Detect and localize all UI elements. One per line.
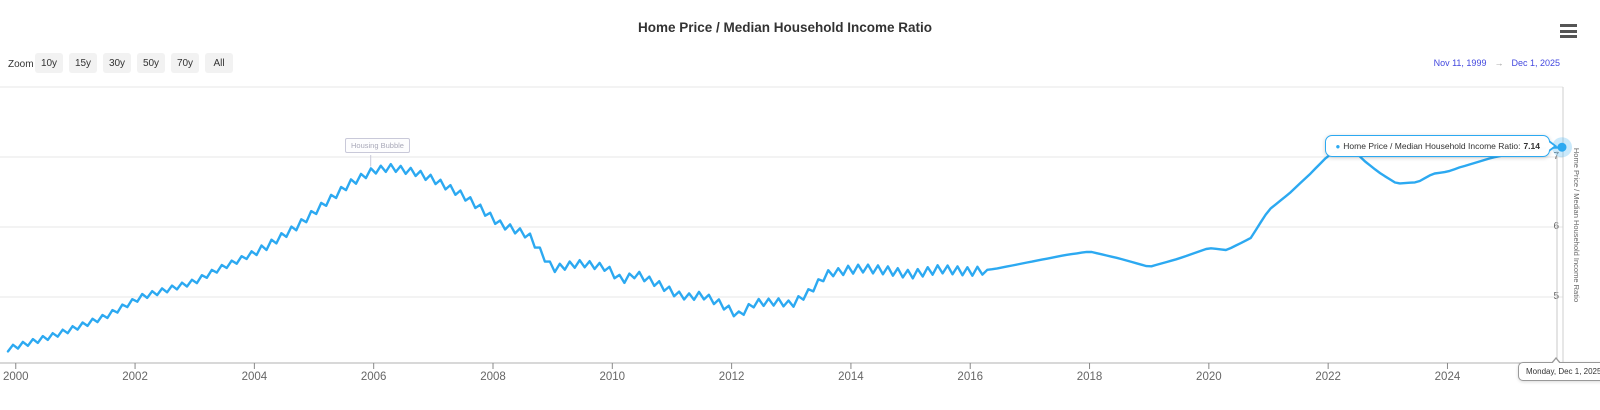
annotation-flag: Housing Bubble — [345, 138, 410, 153]
x-axis-label: 2002 — [122, 371, 148, 383]
x-axis-label: 2014 — [838, 371, 864, 383]
tooltip-value: 7.14 — [1523, 141, 1540, 151]
range-to-input[interactable]: Dec 1, 2025 — [1511, 58, 1560, 68]
range-from-input[interactable]: Nov 11, 1999 — [1433, 58, 1487, 68]
zoom-label: Zoom — [8, 59, 34, 70]
x-axis-label: 2024 — [1435, 371, 1461, 383]
x-axis-label: 2018 — [1077, 371, 1103, 383]
zoom-buttons: 10y 15y 30y 50y 70y All — [35, 53, 233, 73]
x-axis-label: 2022 — [1315, 371, 1341, 383]
tooltip-label: Home Price / Median Household Income Rat… — [1343, 141, 1521, 151]
gridlines — [0, 156, 1563, 298]
y-axis-title: Home Price / Median Household Income Rat… — [1572, 148, 1581, 302]
hamburger-icon — [1560, 35, 1577, 38]
zoom-button-all[interactable]: All — [205, 53, 233, 73]
series-bullet-icon: ● — [1335, 142, 1341, 151]
x-axis-label: 2016 — [957, 371, 983, 383]
hamburger-icon — [1560, 24, 1577, 27]
x-axis-label: 2008 — [480, 371, 506, 383]
x-axis-label: 2006 — [361, 371, 387, 383]
y-axis-label: 5 — [1553, 291, 1559, 302]
marker-dot[interactable] — [1557, 142, 1567, 152]
y-axis: 5 6 7 Home Price / Median Household Income … — [1553, 148, 1581, 302]
x-axis-label: 2012 — [719, 371, 745, 383]
x-axis-label: 2000 — [3, 371, 29, 383]
x-axis-label: 2010 — [600, 371, 626, 383]
x-axis: 2000 2002 2004 2006 2008 2010 2012 2014 2016 2018… — [0, 362, 1563, 383]
y-axis-label: 7 — [1553, 151, 1559, 162]
chart-title: Home Price / Median Household Income Rat… — [637, 20, 933, 35]
x-axis-label: 2004 — [242, 371, 268, 383]
plot-borders — [0, 86, 1564, 363]
zoom-button-10y[interactable]: 10y — [35, 53, 63, 73]
range-arrow: → — [1494, 58, 1504, 68]
zoom-button-50y[interactable]: 50y — [137, 53, 165, 73]
zoom-button-15y[interactable]: 15y — [69, 53, 97, 73]
chart-menu-button[interactable] — [1560, 24, 1578, 38]
range-inputs: Nov 11, 1999 → Dec 1, 2025 — [1434, 58, 1560, 68]
zoom-button-70y[interactable]: 70y — [171, 53, 199, 73]
y-axis-label: 6 — [1553, 221, 1559, 232]
date-tooltip: Monday, Dec 1, 2025 — [1518, 357, 1600, 381]
series-group — [6, 145, 1564, 353]
zoom-button-30y[interactable]: 30y — [103, 53, 131, 73]
hamburger-icon — [1560, 29, 1577, 33]
series-line — [6, 145, 1564, 353]
series-tooltip: ● Home Price / Median Household Income Ra… — [1325, 135, 1557, 157]
end-point-marker — [1552, 137, 1572, 158]
x-axis-label: 2020 — [1196, 371, 1222, 383]
